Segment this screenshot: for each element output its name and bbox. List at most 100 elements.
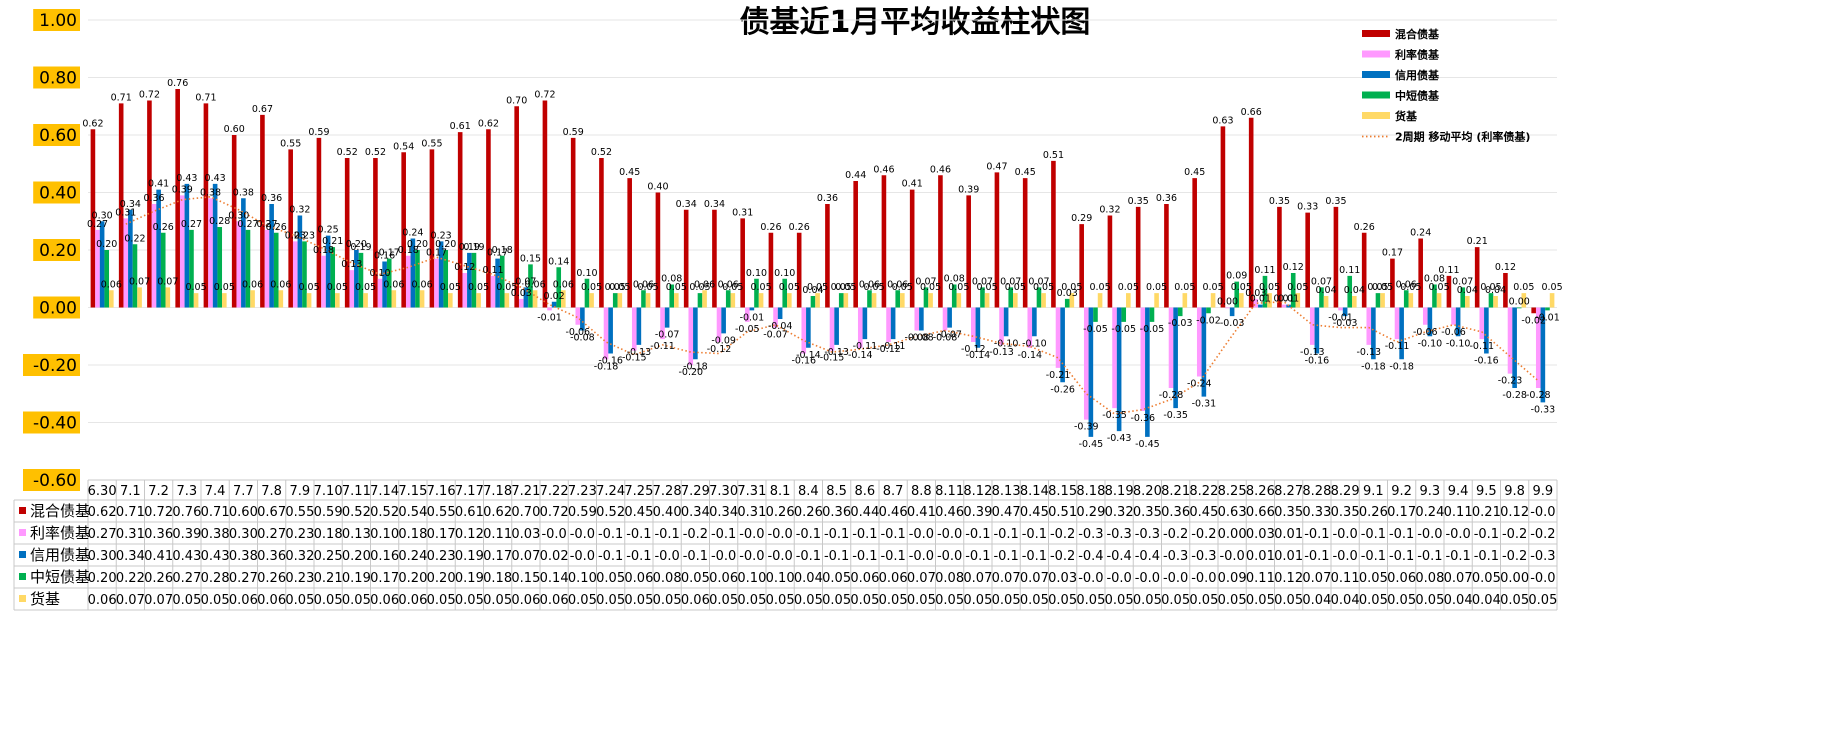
table-cell: -0.0 <box>909 549 934 564</box>
table-cell: -0.0 <box>1135 571 1160 586</box>
bar <box>203 103 209 308</box>
ytick-background <box>23 354 80 376</box>
data-label: -0.14 <box>966 350 991 361</box>
table-cell: 0.18 <box>398 527 427 542</box>
bar <box>1248 117 1254 308</box>
table-cell: 0.05 <box>596 571 625 586</box>
bar <box>1531 307 1536 314</box>
data-label: 0.45 <box>1184 167 1205 178</box>
bar <box>189 229 194 308</box>
data-label: 0.05 <box>920 282 941 293</box>
ytick-label: 0.00 <box>39 299 77 319</box>
bar <box>1493 296 1498 308</box>
bar <box>1366 307 1372 345</box>
table-cell: 0.05 <box>1161 593 1190 608</box>
bar <box>744 307 750 322</box>
bar <box>980 287 985 308</box>
table-cell: 0.59 <box>568 505 597 520</box>
bar <box>1154 293 1159 308</box>
bar <box>391 290 397 308</box>
bar <box>730 293 736 308</box>
bar <box>99 221 105 308</box>
data-label: 0.15 <box>520 253 541 264</box>
data-label: 0.22 <box>124 233 145 244</box>
bar <box>575 307 581 325</box>
data-label: 0.11 <box>482 265 503 276</box>
bar <box>589 293 594 308</box>
bar <box>773 307 778 328</box>
data-label: 0.01 <box>1273 294 1294 305</box>
data-label: 0.05 <box>1367 282 1388 293</box>
table-row-label: 货基 <box>30 590 60 608</box>
table-cell: 0.34 <box>709 505 738 520</box>
data-label: 0.05 <box>892 282 913 293</box>
bar <box>1455 307 1461 337</box>
table-cell: 0.17 <box>427 527 456 542</box>
data-label: 0.05 <box>1146 282 1167 293</box>
data-label: -0.43 <box>1107 433 1132 444</box>
table-cell: 0.05 <box>822 571 851 586</box>
bar <box>608 307 613 354</box>
table-cell: 0.10 <box>370 527 399 542</box>
table-cell: 0.43 <box>201 549 230 564</box>
data-label: 0.00 <box>1509 297 1530 308</box>
data-label: 0.05 <box>1118 282 1139 293</box>
data-label: 0.04 <box>1315 285 1336 296</box>
category-label: 8.21 <box>1161 484 1190 499</box>
data-label: -0.01 <box>1535 312 1560 323</box>
data-label: 0.26 <box>760 222 781 233</box>
table-cell: 0.19 <box>455 549 484 564</box>
bar <box>1055 307 1061 368</box>
data-label: -0.11 <box>650 341 675 352</box>
data-label: 0.24 <box>402 228 423 239</box>
table-cell: -0.4 <box>1078 549 1103 564</box>
data-label: 0.43 <box>205 173 226 184</box>
table-cell: 0.46 <box>879 505 908 520</box>
data-label: -0.31 <box>1192 399 1217 410</box>
data-label: 0.05 <box>581 282 602 293</box>
bar <box>914 307 920 331</box>
table-cell: -0.1 <box>1474 549 1499 564</box>
table-cell: 0.35 <box>1331 505 1360 520</box>
table-cell: 0.40 <box>653 505 682 520</box>
table-cell: 0.04 <box>1331 593 1360 608</box>
bar <box>551 301 557 308</box>
table-cell: 0.23 <box>427 549 456 564</box>
bar <box>349 270 355 308</box>
bar <box>1177 307 1183 317</box>
table-cell: -0.1 <box>598 549 623 564</box>
table-cell: 0.05 <box>1048 593 1077 608</box>
table-cell: 0.24 <box>398 549 427 564</box>
table-cell: 0.07 <box>963 571 992 586</box>
category-label: 8.15 <box>1048 484 1077 499</box>
table-cell: 0.47 <box>992 505 1021 520</box>
category-label: 7.4 <box>205 484 226 499</box>
table-cell: 0.12 <box>1274 571 1303 586</box>
bar <box>584 278 590 308</box>
bar <box>1484 307 1489 354</box>
bar <box>1516 307 1522 309</box>
table-cell: -0.0 <box>1191 571 1216 586</box>
table-cell: 0.07 <box>1444 571 1473 586</box>
data-label: 0.27 <box>237 219 258 230</box>
data-label: 0.36 <box>1156 193 1177 204</box>
data-label: -0.45 <box>1135 439 1160 450</box>
table-cell: 0.67 <box>257 505 286 520</box>
legend-label: 混合债基 <box>1395 27 1440 41</box>
bar <box>570 137 576 308</box>
trendline <box>125 195 1539 415</box>
bar <box>306 293 312 308</box>
data-label: -0.18 <box>594 361 619 372</box>
table-cell: -0.0 <box>767 527 792 542</box>
bar <box>1027 307 1033 348</box>
legend-swatch <box>1362 112 1390 119</box>
data-label: -0.05 <box>735 324 760 335</box>
bar <box>938 175 943 308</box>
data-label: -0.07 <box>763 330 788 341</box>
bar <box>1535 307 1541 388</box>
bar <box>1277 206 1282 308</box>
data-label: 0.05 <box>722 282 743 293</box>
bar <box>867 290 872 308</box>
category-label: 7.11 <box>342 484 371 499</box>
data-label: 0.54 <box>393 141 414 152</box>
